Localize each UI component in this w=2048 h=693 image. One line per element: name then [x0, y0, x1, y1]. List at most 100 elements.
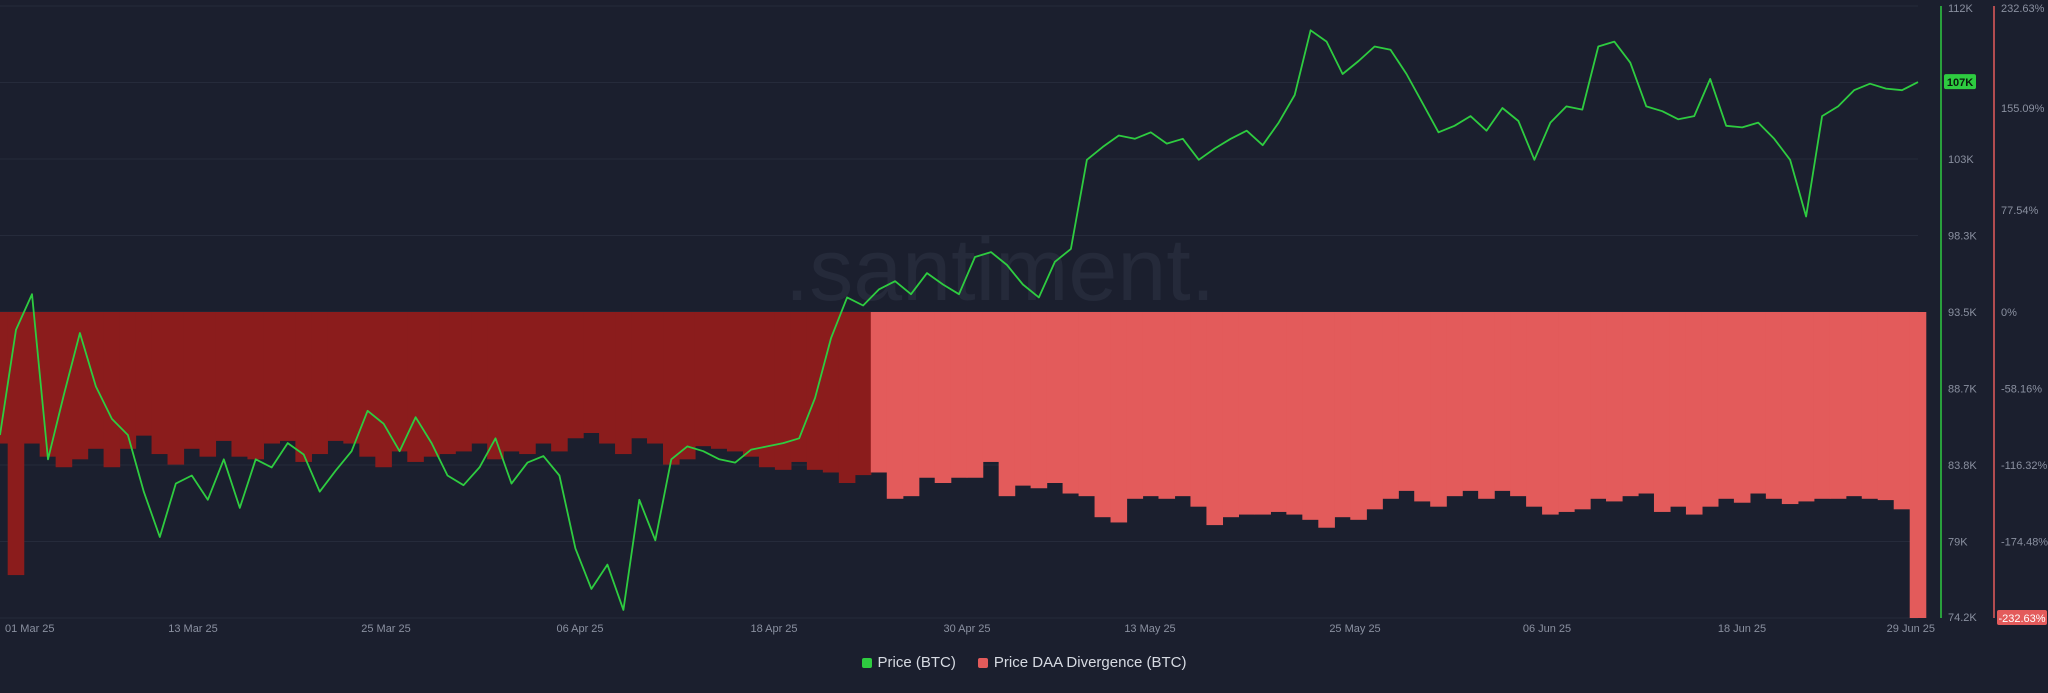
divergence-bar [343, 312, 360, 444]
divergence-bar [1110, 312, 1128, 523]
divergence-bar [1334, 312, 1351, 518]
price-swatch-icon [861, 657, 872, 668]
divergence-tick-label: -174.48% [2001, 537, 2048, 549]
divergence-bar [886, 312, 904, 499]
divergence-bar [1861, 312, 1879, 499]
divergence-bar [1350, 312, 1367, 520]
divergence-bar [1302, 312, 1319, 520]
divergence-bar [1893, 312, 1911, 510]
x-tick-label: 01 Mar 25 [5, 623, 55, 635]
divergence-bar [647, 312, 664, 444]
divergence-bar [1765, 312, 1783, 499]
divergence-bar [806, 312, 824, 470]
price-tick-label: 74.2K [1948, 612, 1977, 624]
divergence-bar [790, 312, 808, 462]
legend-item-price[interactable]: Price (BTC) [861, 654, 956, 671]
divergence-bar [1446, 312, 1463, 497]
divergence-bar [535, 312, 552, 444]
divergence-bar [982, 312, 1000, 462]
divergence-bar [1318, 312, 1335, 528]
divergence-tick-label: -116.32% [2001, 460, 2047, 472]
divergence-bar [1606, 312, 1623, 502]
x-tick-label: 30 Apr 25 [943, 623, 990, 635]
divergence-bar [1669, 312, 1687, 507]
divergence-bar [439, 312, 456, 455]
legend-item-divergence[interactable]: Price DAA Divergence (BTC) [977, 654, 1187, 671]
divergence-bar [1174, 312, 1192, 497]
divergence-bar [742, 312, 760, 457]
divergence-bar [263, 312, 280, 444]
divergence-bar [1014, 312, 1032, 486]
divergence-axis: 232.63% 155.09% 77.54% 0% -58.16% -116.32% -17… [2001, 3, 2048, 549]
divergence-bar [407, 312, 424, 462]
divergence-bar [231, 312, 249, 457]
divergence-bar [1222, 312, 1239, 518]
divergence-bar [1094, 312, 1112, 518]
divergence-bar [55, 312, 73, 468]
legend-divergence-label: Price DAA Divergence (BTC) [993, 654, 1187, 671]
divergence-tick-label: -58.16% [2001, 384, 2042, 396]
watermark: .santiment. [785, 220, 1215, 319]
divergence-bar [1717, 312, 1735, 499]
divergence-bar [1046, 312, 1064, 483]
divergence-bar [663, 312, 680, 465]
current-value-badges: 107K -232.63% [1944, 74, 2047, 625]
divergence-bar [1238, 312, 1255, 515]
price-tick-label: 93.5K [1948, 307, 1977, 319]
price-axis: 112K 107K 103K 98.3K 93.5K 88.7K 83.8K 79K 74.2K [1948, 3, 1977, 624]
divergence-bar [471, 312, 488, 444]
x-tick-label: 13 Mar 25 [168, 623, 218, 635]
divergence-bar [551, 312, 568, 452]
divergence-bar [423, 312, 440, 457]
divergence-bar [758, 312, 776, 468]
divergence-tick-label: 155.09% [2001, 103, 2045, 115]
divergence-bar [167, 312, 185, 465]
divergence-bar [311, 312, 328, 455]
divergence-swatch-icon [977, 657, 988, 668]
divergence-bar [966, 312, 984, 478]
divergence-bar [247, 312, 265, 460]
divergence-bar [631, 312, 648, 439]
divergence-bar [519, 312, 536, 455]
divergence-bar [119, 312, 137, 449]
divergence-bar [1542, 312, 1559, 515]
divergence-bar [1749, 312, 1767, 494]
divergence-bar [1142, 312, 1160, 497]
price-current-label: 107K [1947, 77, 1973, 89]
divergence-bar [1733, 312, 1751, 503]
divergence-bar [774, 312, 792, 470]
divergence-bar [1845, 312, 1863, 497]
divergence-bar [1478, 312, 1495, 499]
divergence-bar [487, 312, 504, 460]
divergence-bar [998, 312, 1016, 497]
divergence-bar [135, 312, 153, 436]
divergence-bar [1270, 312, 1287, 512]
divergence-bars [0, 312, 1927, 618]
divergence-bar [678, 312, 696, 460]
divergence-bar [199, 312, 217, 457]
divergence-bar [1590, 312, 1607, 499]
divergence-bar [1462, 312, 1479, 491]
divergence-bar [599, 312, 616, 444]
divergence-bar [1622, 312, 1639, 497]
divergence-tick-label: 0% [2001, 307, 2017, 319]
divergence-bar [215, 312, 233, 441]
divergence-bar [726, 312, 744, 452]
divergence-bar [1398, 312, 1415, 491]
divergence-bar [1206, 312, 1224, 526]
divergence-bar [1909, 312, 1927, 618]
divergence-bar [567, 312, 584, 439]
divergence-bar [1190, 312, 1208, 507]
x-tick-label: 06 Jun 25 [1523, 623, 1571, 635]
price-line[interactable] [0, 29, 1919, 611]
divergence-bar [23, 312, 41, 444]
divergence-bar [1062, 312, 1080, 494]
price-tick-label: 98.3K [1948, 231, 1977, 243]
divergence-current-label: -232.63% [1998, 613, 2045, 625]
divergence-bar [1877, 312, 1895, 501]
divergence-bar [1701, 312, 1719, 507]
divergence-bar [0, 312, 9, 444]
divergence-bar [1382, 312, 1399, 499]
x-tick-label: 18 Apr 25 [750, 623, 797, 635]
divergence-bar [7, 312, 25, 576]
